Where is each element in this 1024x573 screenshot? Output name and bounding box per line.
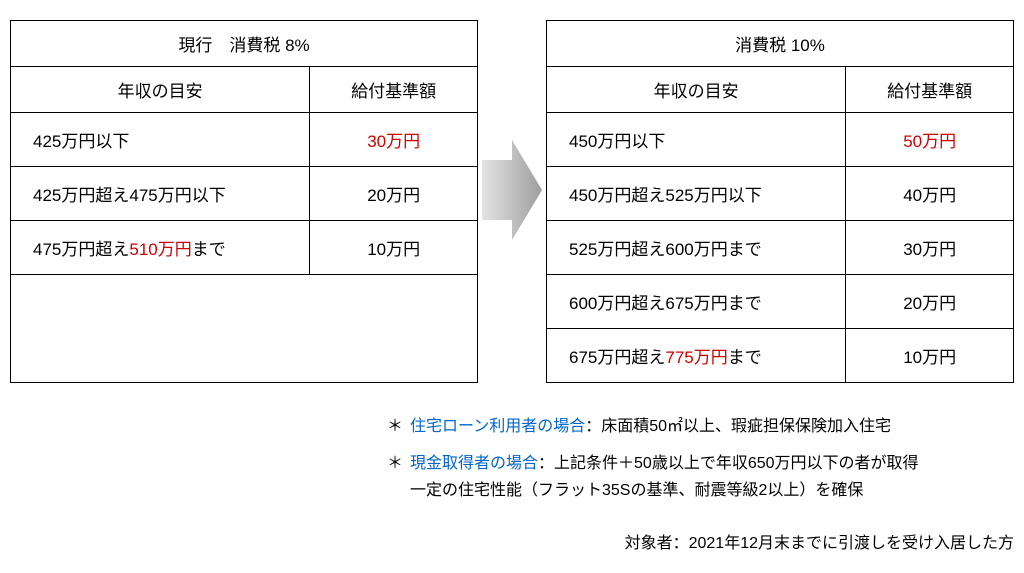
- note-1: ＊ 住宅ローン利用者の場合：床面積50㎡以上、瑕疵担保保険加入住宅: [380, 413, 1014, 440]
- text-red: 30万円: [367, 132, 420, 151]
- left-income-1: 425万円超え475万円以下: [11, 167, 310, 221]
- text: 10万円: [367, 240, 420, 259]
- left-income-0: 425万円以下: [11, 113, 310, 167]
- note-1-text: 住宅ローン利用者の場合：床面積50㎡以上、瑕疵担保保険加入住宅: [410, 413, 1014, 440]
- note-2-text: 現金取得者の場合：上記条件＋50歳以上で年収650万円以下の者が取得 一定の住宅…: [410, 450, 1014, 504]
- text: 675万円超え: [569, 348, 665, 367]
- note-2-blue: 現金取得者の場合: [410, 455, 538, 472]
- left-empty: [11, 275, 478, 383]
- text: 40万円: [903, 186, 956, 205]
- text: 20万円: [903, 294, 956, 313]
- right-amt-3: 20万円: [846, 275, 1014, 329]
- note-2-rest: ：上記条件＋50歳以上で年収650万円以下の者が取得: [538, 455, 919, 472]
- right-income-1: 450万円超え525万円以下: [547, 167, 846, 221]
- right-income-3: 600万円超え675万円まで: [547, 275, 846, 329]
- text-red: 50万円: [903, 132, 956, 151]
- text: 475万円超え: [33, 240, 129, 259]
- text: 20万円: [367, 186, 420, 205]
- note-2: ＊ 現金取得者の場合：上記条件＋50歳以上で年収650万円以下の者が取得 一定の…: [380, 450, 1014, 504]
- text: 425万円以下: [33, 132, 129, 151]
- right-income-2: 525万円超え600万円まで: [547, 221, 846, 275]
- text: 425万円超え475万円以下: [33, 186, 226, 205]
- tables-row: 現行 消費税 8% 年収の目安 給付基準額 425万円以下 30万円 425万円…: [10, 20, 1014, 383]
- right-amt-1: 40万円: [846, 167, 1014, 221]
- right-income-4: 675万円超え775万円まで: [547, 329, 846, 383]
- text: 450万円以下: [569, 132, 665, 151]
- text: 30万円: [903, 240, 956, 259]
- text: まで: [192, 240, 226, 259]
- right-amt-4: 10万円: [846, 329, 1014, 383]
- right-income-0: 450万円以下: [547, 113, 846, 167]
- notes: ＊ 住宅ローン利用者の場合：床面積50㎡以上、瑕疵担保保険加入住宅 ＊ 現金取得…: [380, 413, 1014, 505]
- text: 600万円超え675万円まで: [569, 294, 762, 313]
- table-8pct: 現行 消費税 8% 年収の目安 給付基準額 425万円以下 30万円 425万円…: [10, 20, 478, 383]
- note-1-blue: 住宅ローン利用者の場合: [410, 418, 585, 435]
- table-10pct: 消費税 10% 年収の目安 給付基準額 450万円以下 50万円 450万円超え…: [546, 20, 1014, 383]
- text: 450万円超え525万円以下: [569, 186, 762, 205]
- text: まで: [728, 348, 762, 367]
- arrow-icon: [478, 20, 546, 250]
- right-amt-2: 30万円: [846, 221, 1014, 275]
- left-col2-header: 給付基準額: [310, 67, 478, 113]
- right-amt-0: 50万円: [846, 113, 1014, 167]
- note-2-line2: 一定の住宅性能（フラット35Sの基準、耐震等級2以上）を確保: [410, 482, 863, 499]
- asterisk-icon: ＊: [380, 450, 410, 504]
- comparison-container: 現行 消費税 8% 年収の目安 給付基準額 425万円以下 30万円 425万円…: [10, 20, 1014, 553]
- asterisk-icon: ＊: [380, 413, 410, 440]
- left-amt-1: 20万円: [310, 167, 478, 221]
- note-1-rest: ：床面積50㎡以上、瑕疵担保保険加入住宅: [585, 418, 891, 435]
- left-title: 現行 消費税 8%: [11, 21, 478, 67]
- text-red: 510万円: [129, 240, 191, 259]
- text: 10万円: [903, 348, 956, 367]
- left-col1-header: 年収の目安: [11, 67, 310, 113]
- left-income-2: 475万円超え510万円まで: [11, 221, 310, 275]
- right-col1-header: 年収の目安: [547, 67, 846, 113]
- text: 525万円超え600万円まで: [569, 240, 762, 259]
- right-col2-header: 給付基準額: [846, 67, 1014, 113]
- text-red: 775万円: [665, 348, 727, 367]
- right-title: 消費税 10%: [547, 21, 1014, 67]
- left-amt-2: 10万円: [310, 221, 478, 275]
- target-line: 対象者：2021年12月末までに引渡しを受け入居した方: [10, 529, 1014, 553]
- left-amt-0: 30万円: [310, 113, 478, 167]
